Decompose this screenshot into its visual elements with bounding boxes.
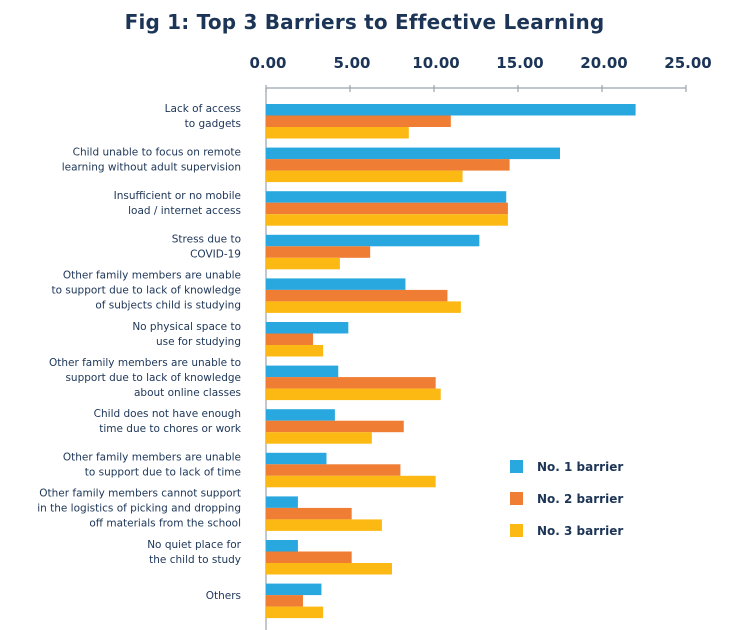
- bar-1-8: [266, 409, 335, 421]
- category-label: Insufficient or no mobile load / internet…: [114, 190, 241, 217]
- bar-3-7: [266, 388, 441, 401]
- bar-2-10: [266, 507, 352, 520]
- bar-3-9: [266, 475, 436, 488]
- x-tick-label: 5.00: [333, 54, 370, 72]
- bar-3-5: [266, 301, 461, 313]
- bar-1-10: [266, 496, 298, 508]
- bar-2-6: [266, 333, 314, 345]
- bar-1-1: [266, 104, 636, 116]
- legend-swatch-3: [510, 524, 523, 537]
- legend-swatch-2: [510, 492, 523, 505]
- bar-1-4: [266, 234, 480, 247]
- x-tick-label: 25.00: [664, 54, 711, 72]
- category-label: Other family members cannot support in th…: [37, 488, 241, 530]
- bar-3-10: [266, 519, 382, 531]
- category-label: Other family members are unable to suppor…: [49, 357, 241, 399]
- bar-2-5: [266, 289, 448, 302]
- bar-1-9: [266, 452, 327, 465]
- bar-1-12: [266, 583, 322, 596]
- category-label: Child does not have enough time due to ch…: [94, 408, 242, 435]
- category-label: Stress due to COVID-19: [172, 234, 241, 261]
- bar-2-8: [266, 420, 404, 433]
- bar-1-5: [266, 278, 406, 290]
- bar-3-8: [266, 432, 372, 444]
- category-label: Other family members are unable to suppor…: [63, 452, 241, 479]
- legend-swatch-1: [510, 460, 523, 473]
- legend-label-1: No. 1 barrier: [537, 460, 623, 474]
- bar-1-11: [266, 540, 298, 552]
- x-tick-label: 20.00: [580, 54, 627, 72]
- legend-label-2: No. 2 barrier: [537, 492, 623, 506]
- legend-label-3: No. 3 barrier: [537, 524, 623, 538]
- bar-2-7: [266, 377, 436, 389]
- category-label: Other family members are unable to suppor…: [52, 270, 241, 312]
- bar-1-7: [266, 365, 339, 378]
- bar-2-3: [266, 202, 508, 215]
- category-label: Lack of access to gadgets: [165, 103, 241, 130]
- bar-1-3: [266, 191, 507, 203]
- bar-3-2: [266, 170, 463, 183]
- category-label: No quiet place for the child to study: [147, 539, 241, 566]
- bar-2-11: [266, 551, 352, 563]
- chart-title: Fig 1: Top 3 Barriers to Effective Learn…: [124, 10, 605, 34]
- bar-1-6: [266, 322, 349, 334]
- x-tick-label: 15.00: [496, 54, 543, 72]
- bar-3-11: [266, 563, 392, 575]
- category-label: No physical space to use for studying: [132, 321, 241, 348]
- bar-2-4: [266, 246, 371, 258]
- bar-2-9: [266, 464, 401, 476]
- bar-2-1: [266, 115, 451, 127]
- category-label: Child unable to focus on remote learning …: [62, 146, 241, 173]
- x-tick-label: 10.00: [412, 54, 459, 72]
- bar-3-3: [266, 214, 508, 226]
- bar-3-12: [266, 606, 324, 619]
- bar-1-2: [266, 147, 560, 160]
- bar-2-12: [266, 595, 303, 607]
- bar-2-2: [266, 159, 510, 171]
- bar-3-4: [266, 257, 340, 270]
- x-tick-label: 0.00: [249, 54, 286, 72]
- bar-3-6: [266, 345, 324, 357]
- category-label: Others: [206, 590, 241, 602]
- bar-3-1: [266, 127, 409, 139]
